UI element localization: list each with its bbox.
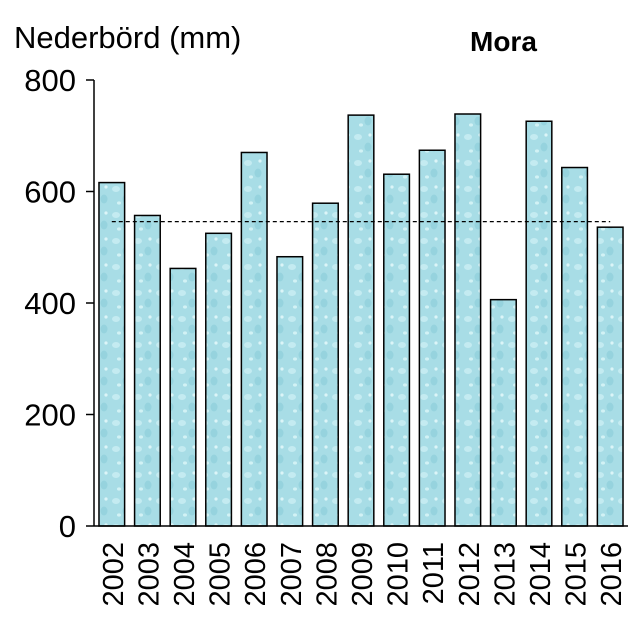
bar-2013 [489, 298, 517, 527]
bar-2002 [98, 181, 126, 527]
x-tick-label: 2002 [98, 542, 130, 607]
y-tick-label: 200 [24, 398, 76, 433]
x-tick-label: 2007 [276, 542, 308, 607]
x-tick-label: 2005 [205, 542, 237, 607]
x-tick-label: 2016 [596, 542, 628, 607]
bar-2004 [169, 267, 197, 527]
x-tick-label: 2010 [383, 542, 415, 607]
y-tick-label: 400 [24, 286, 76, 321]
x-tick-label: 2009 [347, 542, 379, 607]
x-tick-label: 2004 [169, 542, 201, 607]
x-tick-label: 2015 [561, 542, 593, 607]
x-tick-label: 2008 [311, 542, 343, 607]
x-tick-labels-layer: 2002 2003 2004 2005 2006 2007 2008 2009 2010 2011… [98, 542, 628, 607]
x-tick-label: 2006 [240, 542, 272, 607]
bar-2011 [418, 149, 446, 527]
x-tick-label: 2014 [525, 542, 557, 607]
bar-2009 [347, 114, 375, 527]
bar-2005 [205, 232, 233, 527]
y-tick-label: 600 [24, 175, 76, 210]
bar-2007 [276, 255, 304, 527]
bar-2010 [383, 173, 411, 527]
x-tick-label: 2011 [418, 542, 450, 604]
x-tick-label: 2012 [454, 542, 486, 607]
bar-2003 [133, 214, 161, 527]
y-axis-label: Nederbörd (mm) [14, 20, 242, 55]
bar-2008 [311, 202, 339, 527]
y-ticks-layer: 0 200 400 600 800 [24, 63, 94, 544]
bar-2016 [596, 226, 624, 527]
y-tick-label: 800 [24, 63, 76, 98]
x-tick-label: 2003 [133, 542, 165, 607]
bar-2006 [240, 151, 268, 527]
y-tick-label: 0 [59, 509, 76, 544]
x-tick-label: 2013 [489, 542, 521, 607]
chart-title: Mora [470, 26, 537, 57]
bars-layer [98, 113, 624, 527]
bar-2012 [454, 113, 482, 527]
bar-2014 [525, 120, 553, 527]
